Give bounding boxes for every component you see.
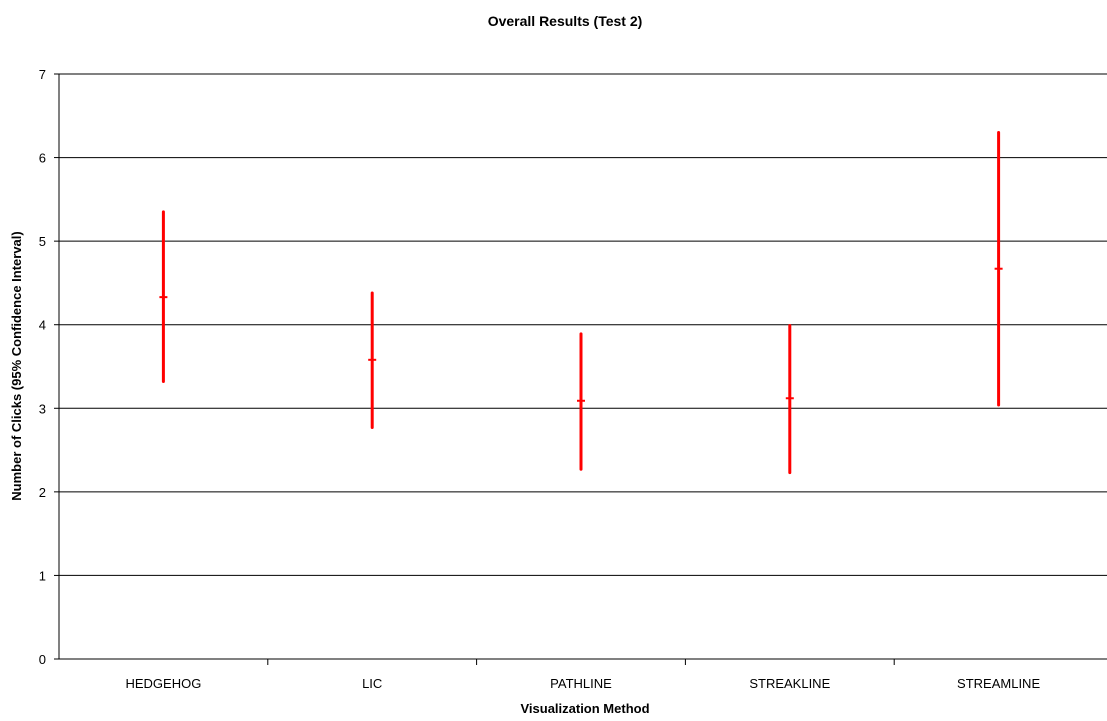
y-tick-labels: 0 1 2 3 4 5 6 7 bbox=[39, 67, 46, 667]
error-bar-pathline bbox=[577, 332, 585, 471]
x-tick-label-pathline: PATHLINE bbox=[550, 676, 612, 691]
x-tick-label-streamline: STREAMLINE bbox=[957, 676, 1040, 691]
y-tick-label-7: 7 bbox=[39, 67, 46, 82]
x-tick-label-lic: LIC bbox=[362, 676, 382, 691]
y-tick-label-1: 1 bbox=[39, 568, 46, 583]
y-tick-label-6: 6 bbox=[39, 151, 46, 166]
error-bars bbox=[159, 131, 1003, 475]
error-bar-streakline bbox=[785, 324, 794, 475]
chart-title: Overall Results (Test 2) bbox=[488, 13, 643, 29]
y-tick-label-5: 5 bbox=[39, 234, 46, 249]
error-bar-hedgehog bbox=[159, 210, 168, 384]
grid-lines bbox=[59, 73, 1107, 576]
x-tick-labels: HEDGEHOG LIC PATHLINE STREAKLINE STREAMLINE bbox=[125, 676, 1040, 691]
y-tick-label-2: 2 bbox=[39, 485, 46, 500]
y-axis-label: Number of Clicks (95% Confidence Interva… bbox=[9, 231, 24, 500]
x-tick-label-hedgehog: HEDGEHOG bbox=[125, 676, 201, 691]
y-tick-label-3: 3 bbox=[39, 401, 46, 416]
y-tick-label-0: 0 bbox=[39, 652, 46, 667]
error-bar-streamline bbox=[994, 131, 1003, 407]
x-tick-label-streakline: STREAKLINE bbox=[749, 676, 830, 691]
error-bar-lic bbox=[368, 291, 377, 430]
x-axis-label: Visualization Method bbox=[520, 701, 649, 716]
axes bbox=[54, 73, 1107, 665]
y-tick-label-4: 4 bbox=[39, 318, 46, 333]
